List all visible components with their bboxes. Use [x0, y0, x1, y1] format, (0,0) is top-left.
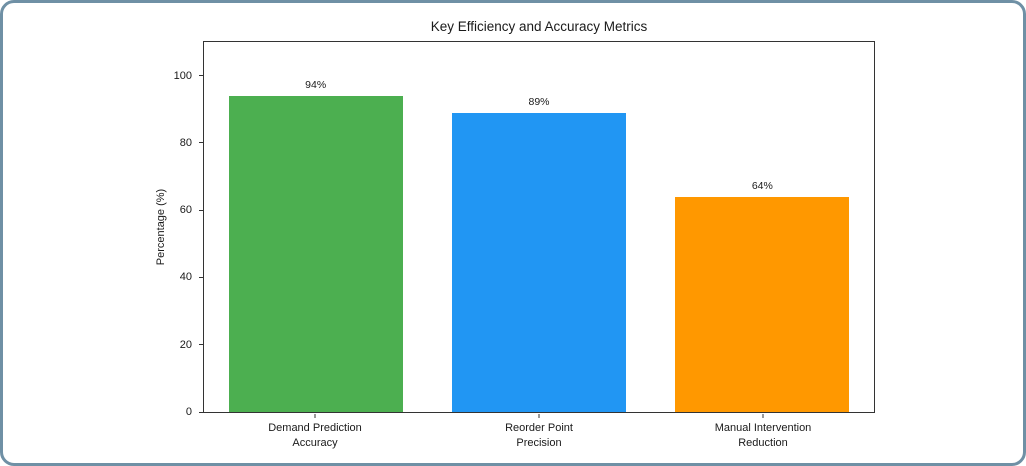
y-tick-mark-100 [199, 75, 204, 77]
bars-container: 94% 89% 64% [204, 42, 874, 412]
x-tick-mark-0 [314, 414, 316, 418]
x-tick-mark-1 [538, 414, 540, 418]
y-tick-60: 60 [180, 204, 204, 216]
y-tick-label-20: 20 [179, 338, 192, 351]
bar-1 [451, 112, 627, 412]
x-axis: Demand Prediction Accuracy Reorder Point … [203, 413, 875, 465]
bar-value-label-2: 64% [751, 179, 773, 192]
y-tick-mark-80 [199, 142, 204, 144]
bar-2 [675, 196, 850, 412]
y-tick-label-60: 60 [179, 204, 192, 217]
x-tick-label-0: Demand Prediction Accuracy [268, 422, 362, 449]
y-tick-label-80: 80 [179, 136, 192, 149]
chart-title: Key Efficiency and Accuracy Metrics [430, 19, 648, 34]
bar-slot-0: 94% [204, 42, 427, 412]
y-tick-label-0: 0 [185, 406, 192, 418]
bar-0 [228, 95, 403, 412]
bar-value-label-0: 94% [305, 78, 327, 91]
x-tick-mark-2 [762, 414, 764, 418]
y-tick-0: 0 [186, 406, 204, 418]
y-tick-20: 20 [180, 339, 204, 351]
y-tick-mark-40 [199, 276, 204, 278]
x-tick-label-1: Reorder Point Precision [505, 422, 573, 449]
x-tick-label-2: Manual Intervention Reduction [714, 422, 812, 449]
bar-slot-1: 89% [427, 42, 650, 412]
y-tick-mark-20 [199, 344, 204, 346]
bar-value-label-1: 89% [528, 95, 550, 108]
y-tick-100: 100 [174, 70, 204, 82]
y-tick-label-100: 100 [173, 69, 192, 82]
y-axis-label: Percentage (%) [155, 188, 167, 266]
plot-area: 94% 89% 64% 0 20 40 60 80 100 [174, 41, 875, 418]
bar-slot-2: 64% [651, 42, 874, 412]
y-tick-mark-60 [199, 209, 204, 211]
y-tick-80: 80 [180, 137, 204, 149]
y-tick-mark-0 [199, 411, 204, 413]
y-tick-40: 40 [180, 271, 204, 283]
y-tick-label-40: 40 [179, 271, 192, 284]
